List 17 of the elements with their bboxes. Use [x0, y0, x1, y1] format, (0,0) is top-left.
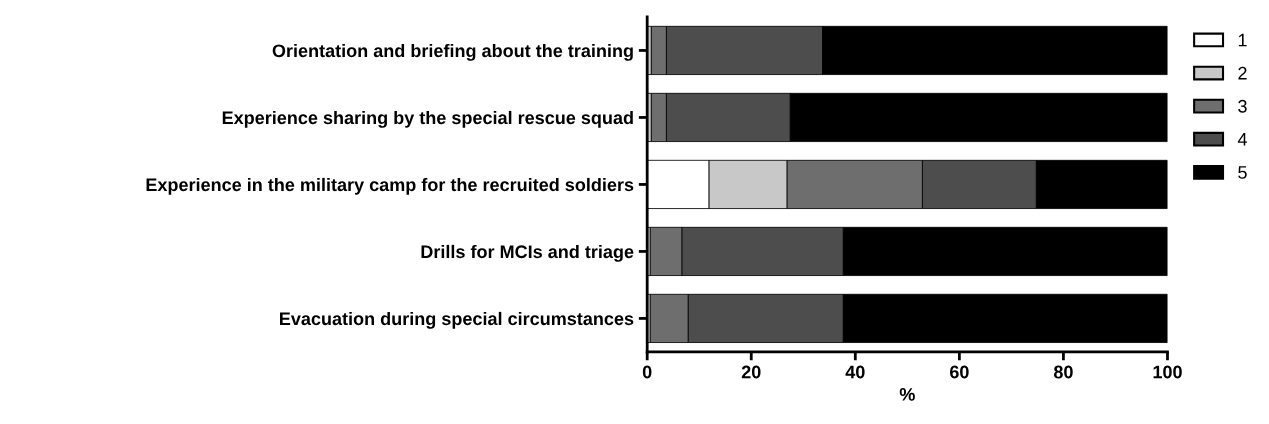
- legend-label: 2: [1238, 66, 1247, 80]
- legend-label: 1: [1238, 33, 1247, 47]
- x-tick-label: 0: [642, 365, 652, 379]
- y-tick-label: Evacuation during special circumstances: [280, 311, 634, 329]
- y-tick-label: Orientation and briefing about the training: [272, 43, 633, 61]
- x-tick-label: 20: [741, 365, 761, 379]
- legend-label: 4: [1237, 133, 1247, 146]
- y-tick-label: Drills for MCIs and triage: [421, 244, 634, 262]
- y-tick-label: Experience in the military camp for the recruited soldiers: [146, 177, 634, 195]
- x-tick-label: 100: [1153, 365, 1182, 379]
- y-tick-label: Experience sharing by the special rescue squad: [222, 110, 633, 128]
- x-tick-label: 40: [845, 365, 865, 379]
- x-axis-title: %: [899, 388, 915, 401]
- legend-label: 3: [1238, 99, 1247, 113]
- legend-label: 5: [1238, 166, 1247, 179]
- x-tick-label: 80: [1053, 365, 1073, 379]
- x-tick-label: 60: [949, 365, 969, 379]
